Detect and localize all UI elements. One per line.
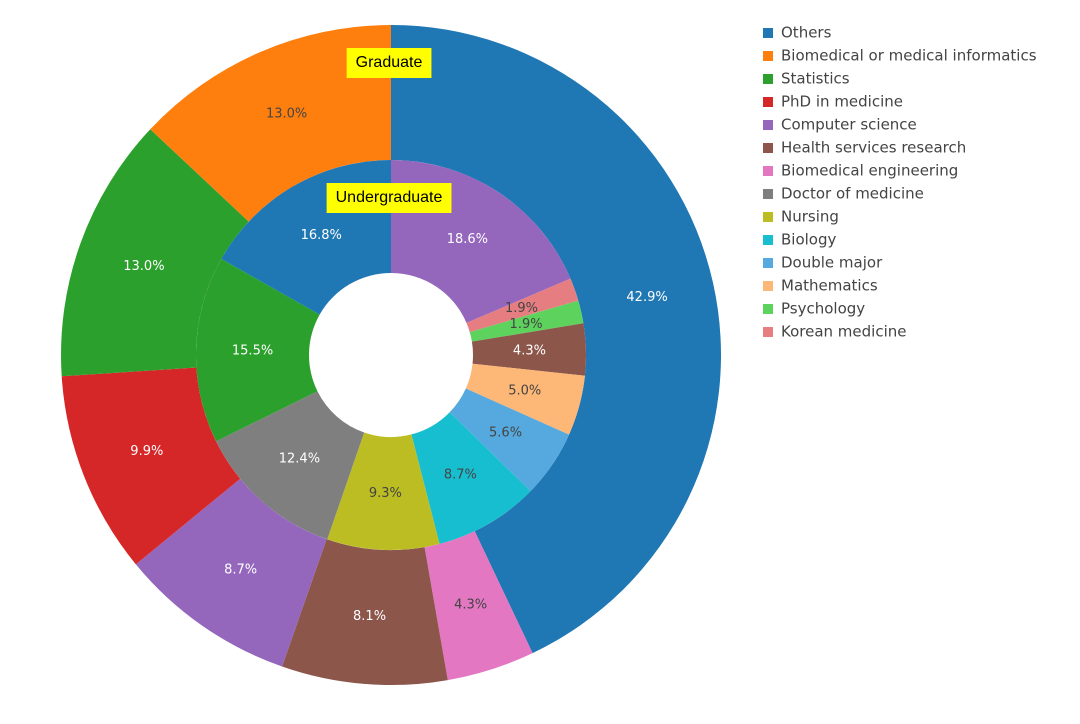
legend-swatch bbox=[763, 166, 773, 176]
slice-label: 1.9% bbox=[510, 317, 543, 332]
ring-name-box bbox=[326, 183, 452, 213]
slice-label: 12.4% bbox=[279, 451, 320, 466]
slice bbox=[469, 300, 584, 342]
ring-name-box bbox=[346, 48, 432, 78]
legend-swatch bbox=[763, 51, 773, 61]
legend-swatch bbox=[763, 212, 773, 222]
legend-label: Nursing bbox=[781, 208, 839, 226]
legend-swatch bbox=[763, 189, 773, 199]
legend-label: Biomedical or medical informatics bbox=[781, 47, 1037, 65]
ring-name-text: Undergraduate bbox=[336, 189, 443, 206]
legend-swatch bbox=[763, 281, 773, 291]
legend-swatch bbox=[763, 120, 773, 130]
ring-name: Graduate bbox=[346, 48, 432, 78]
legend-label: Mathematics bbox=[781, 277, 878, 295]
slice-label: 9.3% bbox=[369, 486, 402, 501]
slice-label: 42.9% bbox=[626, 290, 667, 305]
slice-label: 8.1% bbox=[353, 609, 386, 624]
slice-label: 18.6% bbox=[447, 232, 488, 247]
legend-label: Health services research bbox=[781, 139, 966, 157]
slice-label: 16.8% bbox=[301, 228, 342, 243]
slice bbox=[195, 258, 320, 442]
legend-label: Doctor of medicine bbox=[781, 185, 924, 203]
slice-label: 8.7% bbox=[224, 563, 257, 578]
slice bbox=[411, 412, 531, 544]
slice bbox=[61, 129, 249, 377]
legend-label: Biomedical engineering bbox=[781, 162, 958, 180]
legend-label: Biology bbox=[781, 231, 837, 249]
legend-label: Statistics bbox=[781, 70, 850, 88]
slice-label: 13.0% bbox=[123, 259, 164, 274]
slice bbox=[466, 278, 579, 333]
legend-label: Korean medicine bbox=[781, 323, 906, 341]
slice-label: 15.5% bbox=[232, 344, 273, 359]
slice bbox=[424, 531, 533, 681]
slice-label: 5.0% bbox=[508, 384, 541, 399]
slice-label: 8.7% bbox=[444, 467, 477, 482]
slice bbox=[150, 25, 391, 222]
legend-swatch bbox=[763, 28, 773, 38]
legend-label: PhD in medicine bbox=[781, 93, 903, 111]
ring-name: Undergraduate bbox=[326, 183, 452, 213]
legend-label: Computer science bbox=[781, 116, 917, 134]
slice bbox=[327, 432, 440, 550]
legend-swatch bbox=[763, 235, 773, 245]
legend-swatch bbox=[763, 258, 773, 268]
legend-swatch bbox=[763, 143, 773, 153]
slice bbox=[471, 323, 586, 376]
legend-swatch bbox=[763, 327, 773, 337]
slice-label: 5.6% bbox=[489, 425, 522, 440]
slice-label: 1.9% bbox=[505, 301, 538, 316]
slice-labels: 42.9% 4.3% 8.1% 8.7% 9.9% 13.0% 13.0% 18.6% 1.9%… bbox=[123, 107, 667, 624]
slice bbox=[465, 363, 585, 435]
slice bbox=[61, 367, 241, 565]
slices bbox=[61, 25, 721, 685]
slice bbox=[216, 391, 365, 540]
slice bbox=[391, 25, 721, 654]
ring-name-text: Graduate bbox=[356, 54, 423, 71]
legend-swatch bbox=[763, 304, 773, 314]
slice-label: 4.3% bbox=[513, 344, 546, 359]
legend-label: Others bbox=[781, 24, 832, 42]
legend-swatch bbox=[763, 74, 773, 84]
slice-label: 13.0% bbox=[266, 107, 307, 122]
slice-label: 4.3% bbox=[454, 598, 487, 613]
legend-label: Double major bbox=[781, 254, 883, 272]
slice bbox=[135, 478, 327, 667]
legend-label: Psychology bbox=[781, 300, 865, 318]
slice bbox=[282, 539, 448, 685]
ring-names: Graduate Undergraduate bbox=[326, 48, 452, 213]
slice bbox=[449, 388, 569, 492]
legend: Others Biomedical or medical informatics S… bbox=[763, 24, 1037, 341]
slice-label: 9.9% bbox=[130, 444, 163, 459]
legend-swatch bbox=[763, 97, 773, 107]
